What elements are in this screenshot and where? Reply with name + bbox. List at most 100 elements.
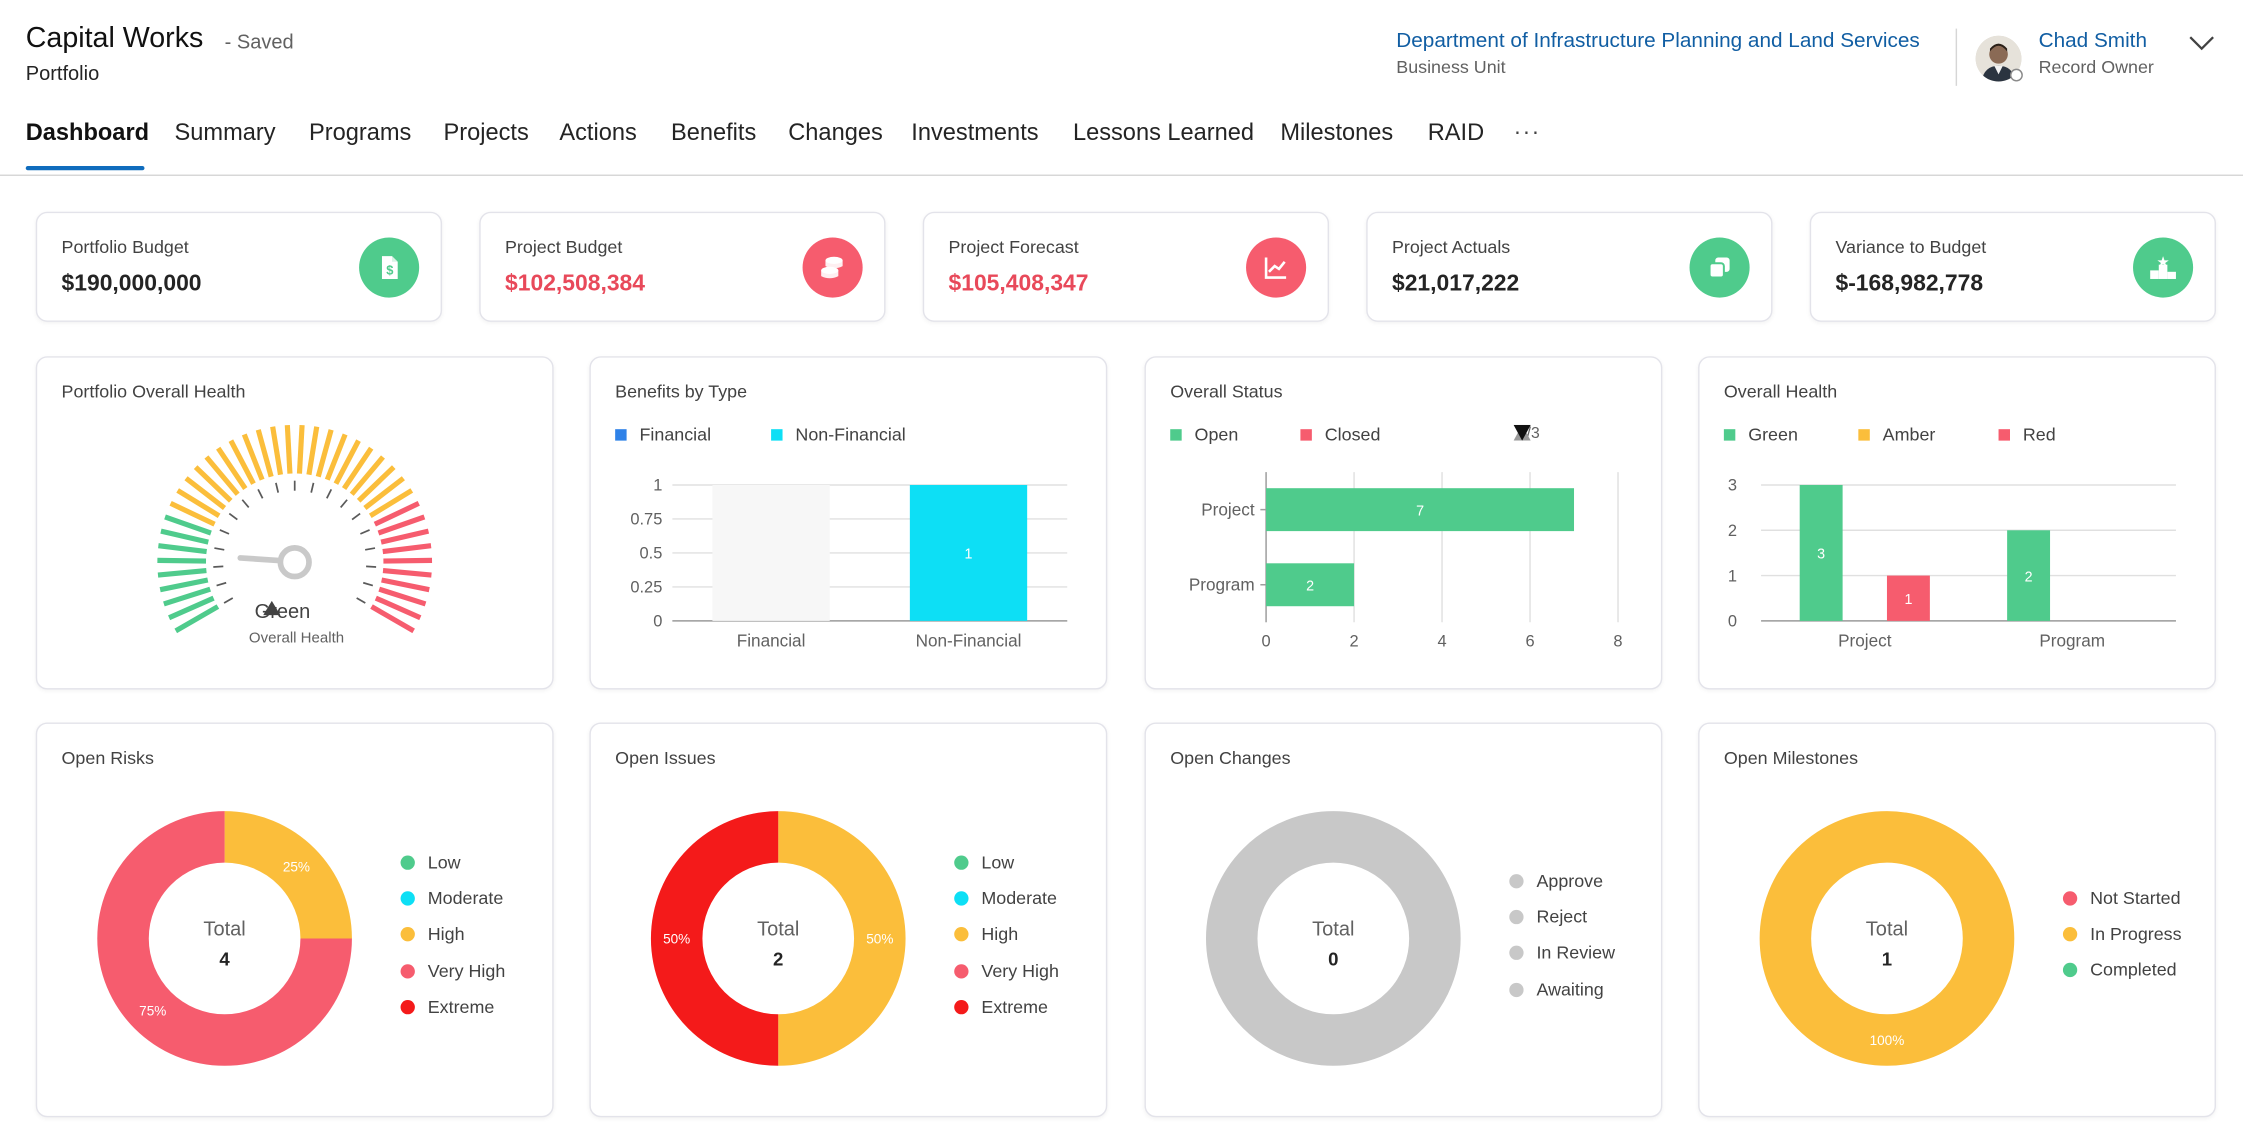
panel-title: Overall Health bbox=[1723, 381, 1838, 402]
bar bbox=[2007, 530, 2051, 621]
legend-financial[interactable]: Financial bbox=[615, 425, 711, 445]
tab-actions[interactable]: Actions bbox=[559, 120, 637, 146]
copy-icon bbox=[1689, 237, 1750, 298]
tab-projects[interactable]: Projects bbox=[443, 120, 529, 146]
legend-item[interactable]: High bbox=[400, 925, 465, 945]
legend-green[interactable]: Green bbox=[1723, 425, 1798, 445]
gauge-segment bbox=[157, 567, 207, 578]
legend-item[interactable]: Extreme bbox=[400, 996, 495, 1017]
gauge-segment bbox=[169, 501, 216, 527]
legend-item[interactable]: Very High bbox=[954, 961, 1059, 981]
gauge-tick bbox=[219, 529, 230, 535]
legend-dot bbox=[400, 855, 415, 870]
legend-amber[interactable]: Amber bbox=[1858, 425, 1935, 445]
legend-label: High bbox=[981, 924, 1019, 945]
tab-bar: Dashboard Summary Programs Projects Acti… bbox=[0, 112, 2243, 175]
gauge-segment bbox=[159, 577, 209, 593]
tab-raid[interactable]: RAID bbox=[1427, 120, 1485, 146]
bar-data-label: 1 bbox=[1904, 592, 1912, 608]
legend-item[interactable]: Low bbox=[400, 853, 461, 873]
panel-overall-health: Overall Health Green Amber Red 3 2 1 0 Proje… bbox=[1698, 356, 2216, 690]
gauge-segment bbox=[168, 595, 215, 621]
tab-lessons-learned[interactable]: Lessons Learned bbox=[1072, 120, 1255, 146]
kpi-card-variance-to-budget: Variance to Budget $-168,982,778 bbox=[1809, 211, 2216, 322]
owner-name-link[interactable]: Chad Smith bbox=[2038, 30, 2147, 53]
legend-closed[interactable]: Closed bbox=[1300, 425, 1380, 445]
legend-label: In Review bbox=[1536, 943, 1615, 964]
donut-total-label: Total bbox=[203, 917, 246, 940]
legend-swatch bbox=[1170, 429, 1182, 441]
business-unit-link[interactable]: Department of Infrastructure Planning an… bbox=[1396, 30, 1920, 53]
podium-icon bbox=[2133, 237, 2194, 298]
header-divider bbox=[1955, 28, 1958, 86]
gauge-tick bbox=[356, 597, 366, 604]
legend-label: Extreme bbox=[427, 996, 495, 1017]
legend-red[interactable]: Red bbox=[1998, 425, 2056, 445]
tab-benefits[interactable]: Benefits bbox=[670, 120, 757, 146]
legend-dot bbox=[2062, 927, 2078, 942]
gauge-tick bbox=[228, 512, 238, 521]
gauge-segment bbox=[363, 476, 405, 511]
legend-dot bbox=[2062, 963, 2078, 978]
legend-item[interactable]: Approve bbox=[1509, 871, 1603, 891]
chevron-down-icon[interactable] bbox=[2187, 31, 2216, 54]
panel-open-risks: Open Risks 25% 75% Total 4 Low Moderate Hig… bbox=[35, 722, 554, 1118]
kpi-card-project-forecast: Project Forecast $105,408,347 bbox=[922, 211, 1330, 322]
panel-portfolio-health: Portfolio Overall Health Green Overall H… bbox=[35, 356, 554, 690]
legend-item[interactable]: Low bbox=[954, 853, 1014, 873]
donut-slice-label: 75% bbox=[139, 1003, 166, 1018]
legend-label: Non-Financial bbox=[795, 424, 906, 445]
panel-title: Open Issues bbox=[615, 748, 716, 769]
legend-item[interactable]: In Review bbox=[1509, 943, 1615, 963]
tab-dashboard[interactable]: Dashboard bbox=[25, 120, 150, 146]
gauge-tick bbox=[360, 529, 370, 535]
gauge-segment bbox=[341, 446, 374, 490]
tab-milestones[interactable]: Milestones bbox=[1280, 120, 1394, 146]
legend-item[interactable]: Extreme bbox=[954, 997, 1048, 1017]
bar-data-label: 2 bbox=[1306, 578, 1314, 594]
donut-slice-label: 100% bbox=[1870, 1033, 1905, 1048]
legend-item[interactable]: In Progress bbox=[2062, 924, 2182, 945]
tab-programs[interactable]: Programs bbox=[309, 120, 412, 146]
tab-changes[interactable]: Changes bbox=[788, 120, 883, 146]
legend-swatch bbox=[1998, 429, 2010, 441]
tab-investments[interactable]: Investments bbox=[911, 120, 1039, 146]
gauge-tick bbox=[257, 488, 264, 499]
gauge-needle bbox=[237, 555, 287, 564]
legend-dot bbox=[400, 999, 415, 1015]
legend-open[interactable]: Open bbox=[1170, 425, 1238, 445]
donut-total-label: Total bbox=[1865, 917, 1909, 940]
gauge-segment bbox=[174, 604, 220, 634]
y-tick-label: 0 bbox=[1728, 613, 1737, 631]
legend-non-financial[interactable]: Non-Financial bbox=[771, 425, 906, 445]
gauge-tick bbox=[223, 597, 234, 604]
legend-label: In Progress bbox=[2090, 924, 2182, 945]
legend-label: Moderate bbox=[981, 888, 1057, 909]
pager-down-icon[interactable] bbox=[1513, 424, 1531, 441]
avatar[interactable] bbox=[1975, 35, 2022, 82]
more-tabs-button[interactable]: ··· bbox=[1513, 120, 1541, 145]
legend-swatch bbox=[771, 429, 783, 441]
legend-item[interactable]: Awaiting bbox=[1509, 979, 1604, 999]
gauge-segment bbox=[204, 455, 240, 496]
legend-item[interactable]: Moderate bbox=[400, 889, 503, 909]
kpi-card-project-budget: Project Budget $102,508,384 bbox=[479, 211, 886, 322]
y-tick-label: 2 bbox=[1728, 522, 1737, 540]
legend-item[interactable]: Very High bbox=[400, 961, 505, 981]
legend-item[interactable]: High bbox=[954, 925, 1018, 945]
donut-total-label: Total bbox=[1312, 917, 1355, 940]
y-tick-label: 1 bbox=[1728, 567, 1737, 585]
legend-item[interactable]: Moderate bbox=[954, 889, 1057, 909]
gauge-segment bbox=[382, 567, 432, 578]
gauge-segment bbox=[255, 429, 274, 478]
tab-summary[interactable]: Summary bbox=[174, 120, 276, 146]
gauge-segment bbox=[270, 426, 284, 476]
legend-item[interactable]: Completed bbox=[2062, 960, 2177, 981]
gauge-hub bbox=[277, 545, 312, 580]
panel-title: Open Milestones bbox=[1723, 748, 1859, 769]
bar-data-label: 3 bbox=[1817, 547, 1825, 563]
legend-item[interactable]: Reject bbox=[1509, 907, 1587, 927]
gauge-segment bbox=[380, 528, 430, 545]
donut-total-value: 0 bbox=[1328, 948, 1339, 970]
legend-item[interactable]: Not Started bbox=[2062, 888, 2181, 908]
